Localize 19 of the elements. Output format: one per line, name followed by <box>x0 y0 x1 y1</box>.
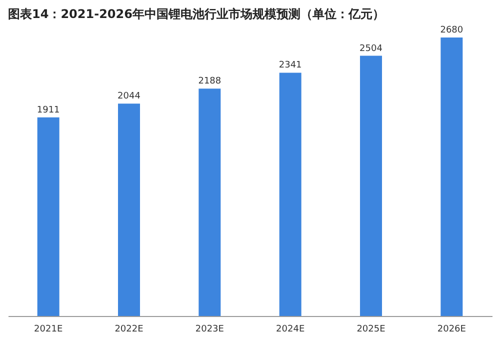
bar <box>440 37 463 316</box>
bar <box>279 72 302 316</box>
x-tick-label: 2024E <box>276 324 305 334</box>
bar <box>360 56 382 316</box>
x-tick-label: 2022E <box>114 324 144 334</box>
data-label: 2044 <box>118 92 141 102</box>
x-tick-label: 2026E <box>437 324 466 334</box>
data-label: 2341 <box>278 60 302 71</box>
x-tick-label: 2025E <box>356 324 386 334</box>
bar <box>118 104 140 316</box>
data-label: 1911 <box>36 105 60 116</box>
x-tick-label: 2021E <box>34 324 63 334</box>
chart-title: 图表14：2021-2026年中国锂电池行业市场规模预测（单位：亿元） <box>8 7 384 21</box>
bar <box>198 88 221 316</box>
bar <box>37 117 60 316</box>
x-tick-label: 2023E <box>195 324 224 334</box>
data-label: 2504 <box>360 44 383 54</box>
data-label: 2188 <box>198 76 222 87</box>
data-label: 2680 <box>440 25 464 36</box>
